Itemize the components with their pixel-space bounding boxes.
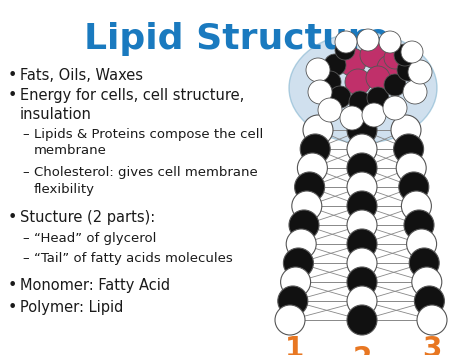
Circle shape [308,80,332,104]
Circle shape [345,69,371,95]
Text: Stucture (2 parts):: Stucture (2 parts): [20,210,155,225]
Circle shape [408,60,432,84]
Ellipse shape [289,33,437,143]
Circle shape [347,153,377,183]
Circle shape [335,40,355,60]
Circle shape [403,80,427,104]
Circle shape [384,47,406,69]
Circle shape [362,103,386,127]
Circle shape [377,55,403,81]
Circle shape [401,191,431,221]
Circle shape [366,66,390,90]
Circle shape [300,134,330,164]
Text: •: • [8,210,18,225]
Circle shape [409,248,439,278]
Text: Lipid Structure: Lipid Structure [84,22,390,56]
Text: 3: 3 [422,335,442,355]
Circle shape [340,106,364,130]
Circle shape [394,44,416,66]
Text: •: • [8,300,18,315]
Circle shape [347,115,377,145]
Text: Fats, Oils, Waxes: Fats, Oils, Waxes [20,68,143,83]
Circle shape [329,86,351,108]
Text: •: • [8,278,18,293]
Circle shape [347,286,377,316]
Circle shape [417,305,447,335]
Circle shape [347,248,377,278]
Text: Lipids & Proteins compose the cell
membrane: Lipids & Proteins compose the cell membr… [34,128,263,158]
Circle shape [318,98,342,122]
Circle shape [347,191,377,221]
Circle shape [404,210,434,240]
Circle shape [347,267,377,297]
Circle shape [397,59,419,81]
Circle shape [278,286,308,316]
Text: –: – [22,252,28,265]
Circle shape [335,31,357,53]
Text: Polymer: Lipid: Polymer: Lipid [20,300,123,315]
Circle shape [383,96,407,120]
Text: Energy for cells, cell structure,
insulation: Energy for cells, cell structure, insula… [20,88,244,122]
Circle shape [292,191,322,221]
Circle shape [360,42,386,68]
Circle shape [393,134,424,164]
Circle shape [303,115,333,145]
Text: –: – [22,166,28,179]
Circle shape [338,48,366,76]
Circle shape [289,210,319,240]
Circle shape [391,115,421,145]
Circle shape [275,305,305,335]
Circle shape [347,229,377,259]
Circle shape [306,58,330,82]
Circle shape [347,210,377,240]
Circle shape [401,41,423,63]
Circle shape [281,267,310,297]
Text: –: – [22,128,28,141]
Text: Cholesterol: gives cell membrane
flexibility: Cholesterol: gives cell membrane flexibi… [34,166,258,196]
Circle shape [384,74,406,96]
Circle shape [347,172,377,202]
Circle shape [399,172,429,202]
Circle shape [295,172,325,202]
Text: 1: 1 [285,335,305,355]
Text: •: • [8,68,18,83]
Circle shape [357,29,379,51]
Text: Monomer: Fatty Acid: Monomer: Fatty Acid [20,278,170,293]
Circle shape [379,31,401,53]
Circle shape [283,248,313,278]
Circle shape [347,134,377,164]
Text: “Head” of glycerol: “Head” of glycerol [34,232,156,245]
Circle shape [412,267,442,297]
Circle shape [414,286,445,316]
Circle shape [319,71,341,93]
Circle shape [324,54,346,76]
Circle shape [347,305,377,335]
Text: •: • [8,88,18,103]
Circle shape [367,87,389,109]
Text: –: – [22,232,28,245]
Circle shape [407,229,437,259]
Circle shape [349,91,371,113]
Text: “Tail” of fatty acids molecules: “Tail” of fatty acids molecules [34,252,233,265]
Text: 2: 2 [352,345,372,355]
Circle shape [286,229,316,259]
Circle shape [297,153,328,183]
Circle shape [396,153,426,183]
